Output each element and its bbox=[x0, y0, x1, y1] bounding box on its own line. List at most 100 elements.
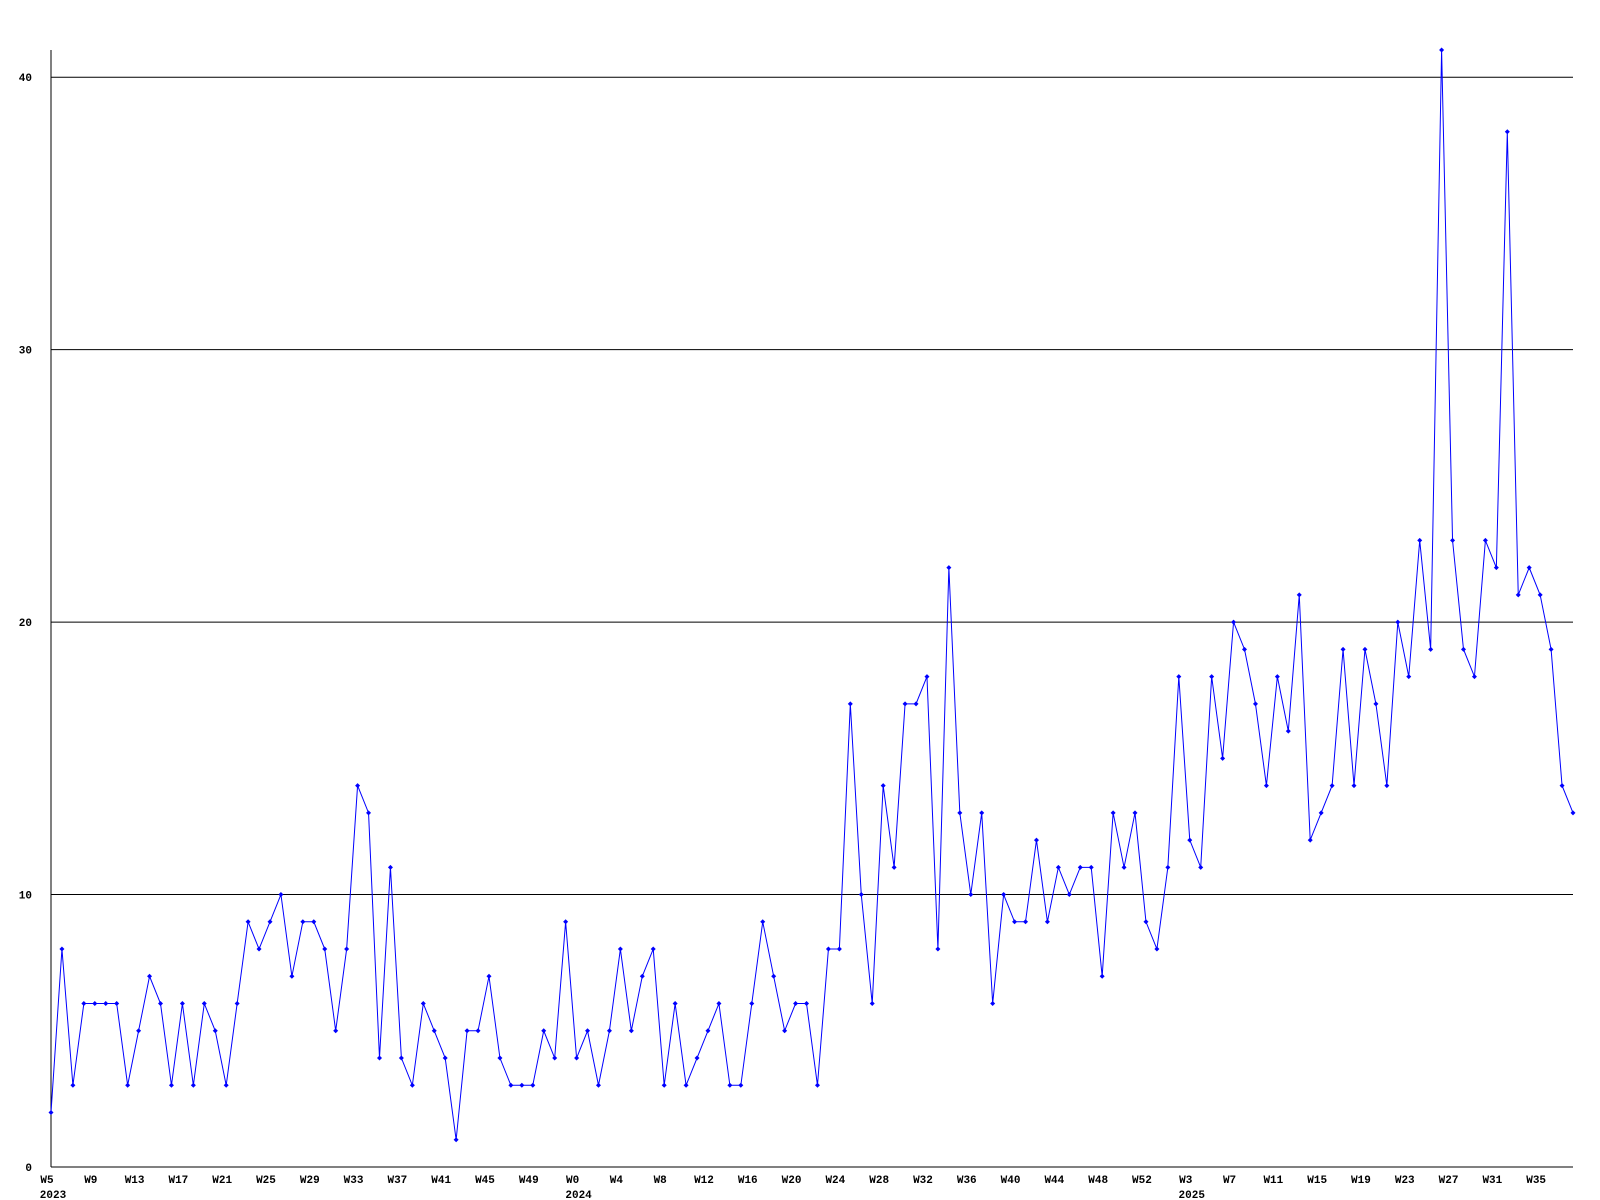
x-tick-label: W40 bbox=[1001, 1175, 1021, 1187]
y-tick-label: 30 bbox=[19, 346, 32, 358]
point-marker bbox=[749, 1001, 755, 1007]
point-marker bbox=[716, 1001, 722, 1007]
point-marker bbox=[1165, 864, 1171, 870]
point-marker bbox=[530, 1082, 536, 1088]
point-marker bbox=[979, 810, 985, 816]
x-tick-label: W0 bbox=[566, 1175, 579, 1187]
point-marker bbox=[1066, 892, 1072, 898]
point-marker bbox=[333, 1028, 339, 1034]
x-tick-label: W25 bbox=[256, 1175, 276, 1187]
point-marker bbox=[617, 946, 623, 952]
point-marker bbox=[628, 1028, 634, 1034]
point-marker bbox=[376, 1055, 382, 1061]
point-marker bbox=[1220, 755, 1226, 761]
point-marker bbox=[147, 973, 153, 979]
x-tick-label: W15 bbox=[1307, 1175, 1327, 1187]
point-marker bbox=[990, 1001, 996, 1007]
point-marker bbox=[1329, 783, 1335, 789]
point-marker bbox=[1033, 837, 1039, 843]
x-tick-label: W17 bbox=[168, 1175, 188, 1187]
point-marker bbox=[1351, 783, 1357, 789]
point-marker bbox=[672, 1001, 678, 1007]
point-marker bbox=[398, 1055, 404, 1061]
point-marker bbox=[1504, 129, 1510, 135]
point-marker bbox=[1263, 783, 1269, 789]
point-marker bbox=[508, 1082, 514, 1088]
point-marker bbox=[81, 1001, 87, 1007]
point-marker bbox=[595, 1082, 601, 1088]
point-marker bbox=[552, 1055, 558, 1061]
point-marker bbox=[935, 946, 941, 952]
point-marker bbox=[1154, 946, 1160, 952]
point-marker bbox=[847, 701, 853, 707]
point-marker bbox=[420, 1001, 426, 1007]
point-marker bbox=[782, 1028, 788, 1034]
point-marker bbox=[1088, 864, 1094, 870]
point-marker bbox=[946, 565, 952, 571]
point-marker bbox=[814, 1082, 820, 1088]
point-marker bbox=[59, 946, 65, 952]
point-marker bbox=[683, 1082, 689, 1088]
x-tick-label: W31 bbox=[1482, 1175, 1502, 1187]
point-marker bbox=[409, 1082, 415, 1088]
point-marker bbox=[344, 946, 350, 952]
point-marker bbox=[836, 946, 842, 952]
point-marker bbox=[201, 1001, 207, 1007]
point-marker bbox=[574, 1055, 580, 1061]
point-marker bbox=[125, 1082, 131, 1088]
point-marker bbox=[322, 946, 328, 952]
point-marker bbox=[1143, 919, 1149, 925]
point-marker bbox=[1132, 810, 1138, 816]
y-tick-label: 40 bbox=[19, 73, 32, 85]
point-marker bbox=[355, 783, 361, 789]
point-marker bbox=[661, 1082, 667, 1088]
point-marker bbox=[1198, 864, 1204, 870]
x-tick-label: W5 bbox=[40, 1175, 54, 1187]
point-marker bbox=[1340, 646, 1346, 652]
x-tick-label: W9 bbox=[84, 1175, 97, 1187]
point-marker bbox=[442, 1055, 448, 1061]
point-marker bbox=[760, 919, 766, 925]
point-marker bbox=[1482, 537, 1488, 543]
point-marker bbox=[825, 946, 831, 952]
point-marker bbox=[563, 919, 569, 925]
point-marker bbox=[1307, 837, 1313, 843]
point-marker bbox=[190, 1082, 196, 1088]
point-marker bbox=[650, 946, 656, 952]
point-marker bbox=[727, 1082, 733, 1088]
point-marker bbox=[1493, 565, 1499, 571]
x-tick-label: W49 bbox=[519, 1175, 539, 1187]
x-tick-label: W11 bbox=[1263, 1175, 1283, 1187]
point-marker bbox=[793, 1001, 799, 1007]
point-marker bbox=[464, 1028, 470, 1034]
x-tick-label: W3 bbox=[1179, 1175, 1193, 1187]
point-marker bbox=[1099, 973, 1105, 979]
x-year-label: 2024 bbox=[565, 1190, 592, 1200]
point-marker bbox=[1252, 701, 1258, 707]
point-marker bbox=[968, 892, 974, 898]
point-marker bbox=[223, 1082, 229, 1088]
x-tick-label: W52 bbox=[1132, 1175, 1152, 1187]
point-marker bbox=[387, 864, 393, 870]
point-marker bbox=[1515, 592, 1521, 598]
point-marker bbox=[1461, 646, 1467, 652]
point-marker bbox=[738, 1082, 744, 1088]
point-marker bbox=[858, 892, 864, 898]
x-tick-label: W29 bbox=[300, 1175, 320, 1187]
x-tick-label: W4 bbox=[610, 1175, 624, 1187]
point-marker bbox=[705, 1028, 711, 1034]
point-marker bbox=[245, 919, 251, 925]
point-marker bbox=[70, 1082, 76, 1088]
x-tick-label: W8 bbox=[654, 1175, 668, 1187]
point-marker bbox=[1296, 592, 1302, 598]
point-marker bbox=[1417, 537, 1423, 543]
x-year-label: 2025 bbox=[1179, 1190, 1206, 1200]
point-marker bbox=[1428, 646, 1434, 652]
point-marker bbox=[1209, 674, 1215, 680]
point-marker bbox=[453, 1137, 459, 1143]
point-marker bbox=[1176, 674, 1182, 680]
x-tick-label: W41 bbox=[431, 1175, 451, 1187]
point-marker bbox=[913, 701, 919, 707]
x-tick-label: W32 bbox=[913, 1175, 933, 1187]
